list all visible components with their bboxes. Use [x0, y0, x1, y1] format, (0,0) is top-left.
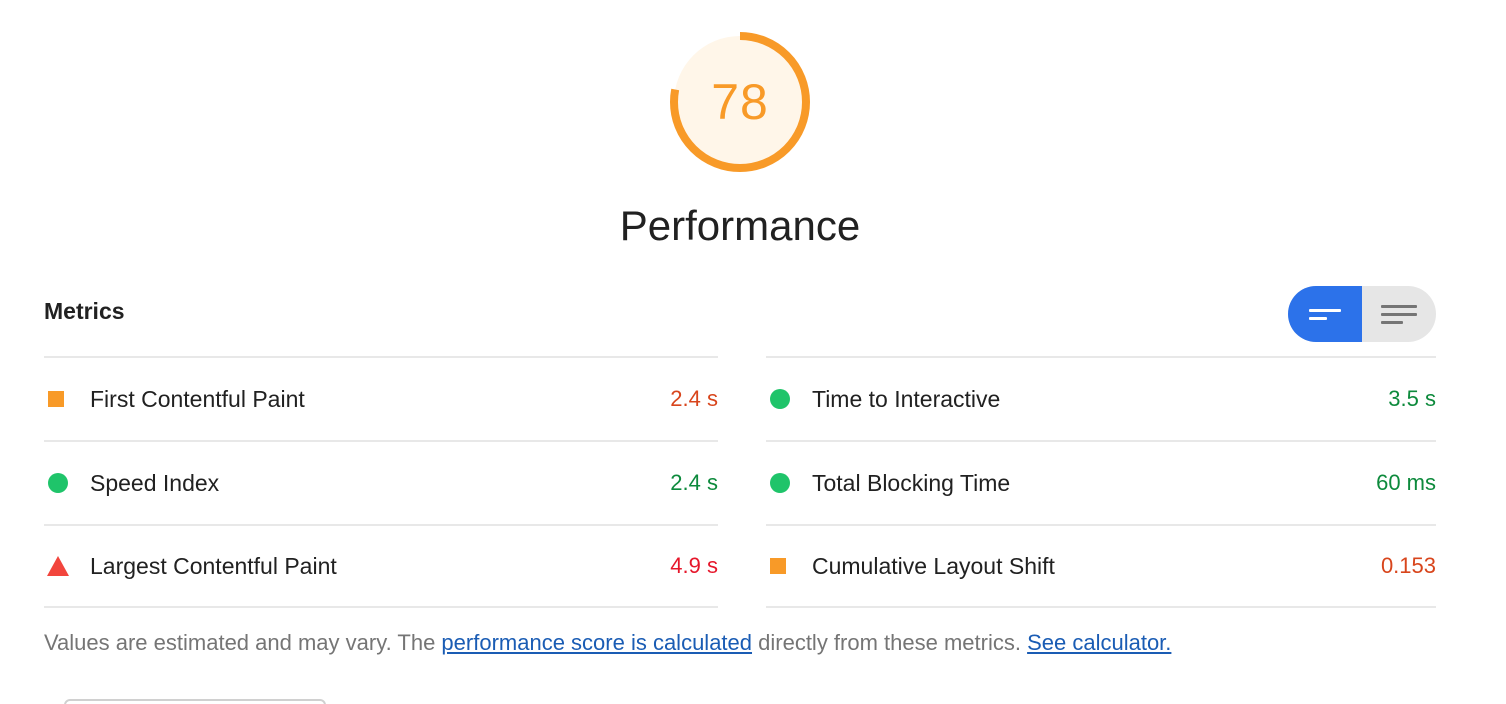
metric-value: 2.4 s — [670, 470, 718, 495]
lines-short-icon[interactable] — [1288, 286, 1362, 342]
metric-row: First Contentful Paint 2.4 s — [44, 356, 718, 440]
metric-row: Cumulative Layout Shift 0.153 — [766, 524, 1436, 608]
metric-value: 3.5 s — [1388, 386, 1436, 411]
metric-value: 60 ms — [1376, 470, 1436, 495]
metric-label: Total Blocking Time — [812, 469, 1011, 496]
metrics-column-left: First Contentful Paint 2.4 s Speed Index… — [44, 356, 718, 608]
view-toggle — [1288, 286, 1436, 342]
category-title: Performance — [619, 202, 861, 249]
metrics-column-right: Time to Interactive 3.5 s Total Blocking… — [766, 356, 1436, 608]
score-gauge: 78 — [664, 26, 816, 178]
square-orange-icon — [766, 555, 812, 577]
partial-button[interactable] — [64, 699, 326, 704]
triangle-red-icon — [44, 555, 90, 577]
metric-row: Total Blocking Time 60 ms — [766, 440, 1436, 524]
footnote-text-before: Values are estimated and may vary. The — [44, 630, 442, 655]
gauge-fill — [674, 36, 806, 168]
metric-value: 0.153 — [1380, 553, 1436, 578]
circle-green-icon — [766, 388, 812, 410]
metric-row: Speed Index 2.4 s — [44, 440, 718, 524]
score-calculated-link[interactable]: performance score is calculated — [441, 630, 753, 655]
square-orange-icon — [44, 388, 90, 410]
metric-label: Cumulative Layout Shift — [812, 552, 1055, 579]
circle-green-icon — [44, 472, 90, 494]
metric-value: 4.9 s — [670, 553, 718, 578]
metric-row: Largest Contentful Paint 4.9 s — [44, 524, 718, 608]
metric-label: First Contentful Paint — [90, 385, 305, 412]
footnote-text-middle: directly from these metrics. — [752, 630, 1028, 655]
score-value: 78 — [711, 74, 769, 130]
metric-label: Largest Contentful Paint — [90, 552, 337, 579]
see-calculator-link[interactable]: See calculator. — [1027, 630, 1172, 655]
metric-label: Time to Interactive — [812, 385, 1001, 412]
score-gauge-ring — [670, 32, 810, 172]
metric-value: 2.4 s — [670, 386, 718, 411]
gauge-arc — [670, 32, 810, 172]
footnote: Values are estimated and may vary. The p… — [44, 630, 1171, 656]
lines-full-icon[interactable] — [1362, 286, 1436, 342]
metric-label: Speed Index — [90, 469, 220, 496]
metric-row: Time to Interactive 3.5 s — [766, 356, 1436, 440]
circle-green-icon — [766, 472, 812, 494]
metrics-heading: Metrics — [44, 298, 125, 324]
